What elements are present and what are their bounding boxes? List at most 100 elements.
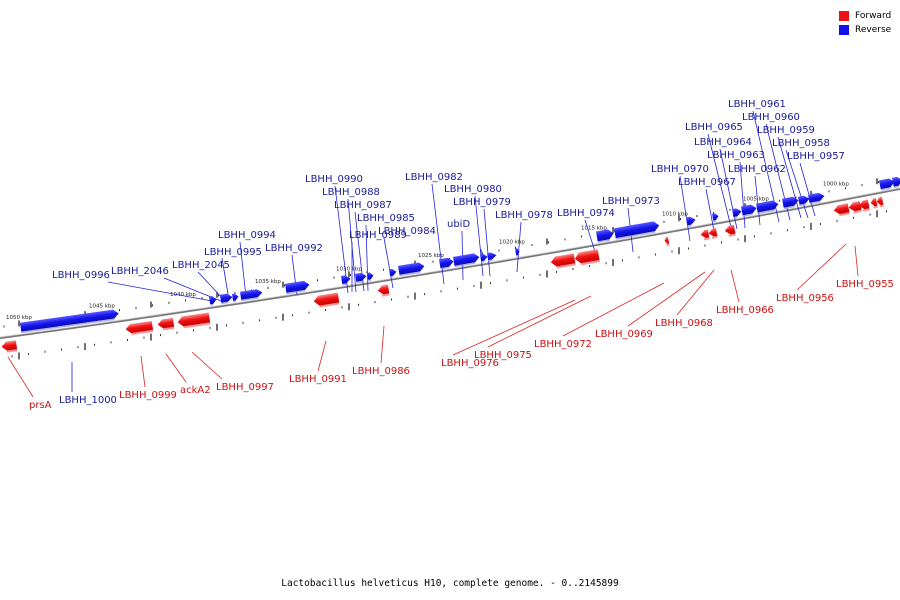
legend-item-forward: Forward xyxy=(839,9,891,23)
gene-label-lbhh-0990: LBHH_0990 xyxy=(305,174,363,185)
gene-label-lbhh-0968: LBHH_0968 xyxy=(655,318,713,329)
gene-label-lbhh-0987: LBHH_0987 xyxy=(334,200,392,211)
legend-item-reverse: Reverse xyxy=(839,23,891,37)
reverse-gene xyxy=(741,204,757,217)
gene-label-lbhh-2046: LBHH_2046 xyxy=(111,266,169,277)
reverse-gene xyxy=(782,196,799,210)
reverse-gene xyxy=(756,200,779,214)
label-leaders xyxy=(7,110,859,398)
gene-label-lbhh-0960: LBHH_0960 xyxy=(742,112,800,123)
gene-label-lbhh-0964: LBHH_0964 xyxy=(694,137,752,148)
leader-lbhh-0978 xyxy=(516,221,522,273)
gene-label-lbhh-0973: LBHH_0973 xyxy=(602,196,660,207)
leader-lbhh-0963 xyxy=(739,161,746,229)
gene-label-lbhh-0991: LBHH_0991 xyxy=(289,374,347,385)
reverse-gene xyxy=(712,213,719,223)
forward-gene xyxy=(700,229,710,241)
leader-lbhh-0957 xyxy=(799,162,816,217)
forward-gene xyxy=(724,224,736,237)
forward-gene xyxy=(313,292,340,308)
reverse-gene xyxy=(515,248,520,257)
genome-backbone-highlight xyxy=(0,187,900,338)
reverse-gene xyxy=(209,296,217,306)
reverse-gene xyxy=(439,257,454,270)
scale-label: 1045 kbp xyxy=(89,304,115,310)
leader-lbhh-2045 xyxy=(197,271,225,301)
gene-label-lbhh-0999: LBHH_0999 xyxy=(119,390,177,401)
leader-lbhh-0991 xyxy=(317,340,327,372)
reverse-gene xyxy=(398,262,425,277)
gene-label-lbhh-0984: LBHH_0984 xyxy=(378,226,436,237)
leader-lbhh-0979 xyxy=(483,208,491,277)
leader-lbhh-0969 xyxy=(627,271,706,327)
forward-gene xyxy=(664,236,670,247)
gene-label-lbhh-0957: LBHH_0957 xyxy=(787,151,845,162)
leader-lbhh-0962 xyxy=(754,175,761,226)
gene-label-lbhh-0975: LBHH_0975 xyxy=(474,350,532,361)
scale-label: 1025 kbp xyxy=(418,253,444,259)
gene-label-lbhh-0988: LBHH_0988 xyxy=(322,187,380,198)
gene-label-lbhh-0994: LBHH_0994 xyxy=(218,230,276,241)
reverse-gene xyxy=(798,195,810,207)
gene-label-prsa: prsA xyxy=(29,400,52,411)
gene-label-lbhh-0967: LBHH_0967 xyxy=(678,177,736,188)
forward-gene xyxy=(177,312,211,329)
scale-ticks: 1050 kbp 1045 kbp 1040 kbp 1035 kbp 1030 kbp… xyxy=(3,177,896,360)
reverse-gene xyxy=(480,253,488,263)
gene-label-lbhh-0963: LBHH_0963 xyxy=(707,150,765,161)
leader-lbhh-0959 xyxy=(777,136,802,219)
leader-lbhh-0985 xyxy=(365,224,369,292)
scale-label: 1000 kbp xyxy=(823,182,849,188)
gene-label-lbhh-0985: LBHH_0985 xyxy=(357,213,415,224)
reverse-gene xyxy=(220,293,233,305)
forward-gene xyxy=(858,199,870,212)
gene-label-lbhh-0969: LBHH_0969 xyxy=(595,329,653,340)
forward-gene xyxy=(157,317,175,331)
leader-lbhh-0990 xyxy=(334,185,349,294)
forward-gene xyxy=(1,340,18,353)
forward-gene xyxy=(574,249,600,266)
gene-label-lbhh-1000: LBHH_1000 xyxy=(59,395,117,406)
legend: Forward Reverse xyxy=(839,9,891,37)
reverse-gene xyxy=(367,272,374,282)
scale-label: 1015 kbp xyxy=(581,226,607,232)
gene-label-lbhh-0996: LBHH_0996 xyxy=(52,270,110,281)
reverse-gene xyxy=(355,272,367,284)
leader-lbhh-0967 xyxy=(705,188,716,237)
reverse-gene xyxy=(892,176,900,189)
forward-gene xyxy=(870,197,878,209)
reverse-gene xyxy=(389,268,397,278)
legend-label-forward: Forward xyxy=(855,11,892,21)
gene-label-lbhh-0995: LBHH_0995 xyxy=(204,247,262,258)
reverse-gene xyxy=(686,216,696,227)
gene-label-lbhh-0989: LBHH_0989 xyxy=(349,230,407,241)
gene-label-lbhh-0959: LBHH_0959 xyxy=(757,125,815,136)
scale-label: 1035 kbp xyxy=(255,279,281,285)
scale-label: 1030 kbp xyxy=(336,266,362,272)
reverse-gene xyxy=(453,253,480,268)
gene-label-lbhh-0955: LBHH_0955 xyxy=(836,279,894,290)
reverse-gene xyxy=(232,293,239,303)
reverse-gene xyxy=(879,178,895,191)
gene-label-lbhh-0978: LBHH_0978 xyxy=(495,210,553,221)
scale-label: 1020 kbp xyxy=(499,240,525,246)
leader-lbhh-0966 xyxy=(730,269,740,303)
leader-lbhh-0970 xyxy=(679,175,691,242)
leader-lbhh-0955 xyxy=(854,245,859,277)
leader-lbhh-0986 xyxy=(380,325,385,364)
gene-label-lbhh-0961: LBHH_0961 xyxy=(728,99,786,110)
leader-lbhh-0995 xyxy=(221,257,230,301)
scale-label: 1010 kbp xyxy=(662,211,688,217)
reverse-gene xyxy=(20,309,119,334)
leader-lbhh-0997 xyxy=(191,351,223,380)
reverse-gene xyxy=(808,192,825,205)
forward-gene xyxy=(708,228,718,239)
forward-gene xyxy=(848,201,862,214)
gene-label-lbhh-0970: LBHH_0970 xyxy=(651,164,709,175)
leader-lbhh-0975 xyxy=(487,295,592,348)
map-caption: Lactobacillus helveticus H10, complete g… xyxy=(281,578,619,589)
gene-label-lbhh-0962: LBHH_0962 xyxy=(728,164,786,175)
reverse-gene xyxy=(596,229,614,243)
forward-swatch xyxy=(839,11,849,21)
